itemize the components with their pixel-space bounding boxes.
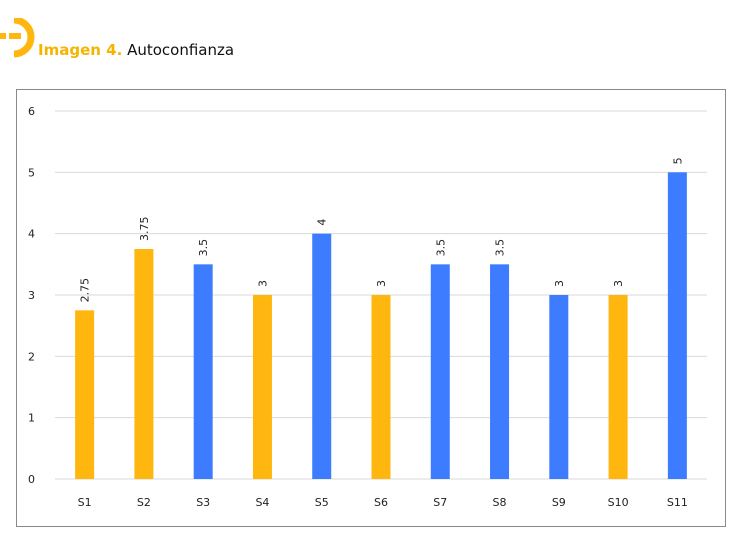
data-label: 3.5 [197, 239, 210, 256]
data-label: 3.5 [434, 239, 447, 256]
data-label: 3 [256, 280, 269, 287]
data-label: 2.75 [79, 278, 92, 303]
figure-header: Imagen 4. Autoconfianza [0, 18, 744, 59]
y-tick-label: 1 [28, 412, 35, 425]
y-tick-label: 0 [28, 473, 35, 486]
data-label: 3 [375, 280, 388, 287]
data-label: 3.5 [494, 239, 507, 256]
bar-s5 [312, 233, 332, 479]
yellow-semicircle-logo-icon [0, 18, 35, 58]
bar-s6 [371, 295, 391, 479]
y-tick-label: 5 [28, 166, 35, 179]
bar-s3 [193, 264, 213, 479]
bars [75, 172, 687, 479]
y-axis-ticks: 0 1 2 3 4 5 6 [28, 105, 35, 486]
x-tick-label: S10 [608, 496, 629, 509]
x-tick-label: S11 [667, 496, 688, 509]
y-tick-label: 2 [28, 350, 35, 363]
x-tick-label: S4 [255, 496, 269, 509]
data-label: 4 [316, 219, 329, 226]
x-tick-label: S6 [374, 496, 388, 509]
bar-s10 [608, 295, 628, 479]
data-label: 3.75 [138, 217, 151, 242]
y-tick-label: 6 [28, 105, 35, 118]
x-tick-label: S9 [552, 496, 566, 509]
figure-caption: Imagen 4. Autoconfianza [38, 41, 234, 59]
bar-s7 [430, 264, 450, 479]
x-axis-ticks: S1 S2 S3 S4 S5 S6 S7 S8 S9 S10 S11 [78, 496, 688, 509]
bar-s1 [75, 310, 95, 479]
data-label: 5 [671, 157, 684, 164]
y-tick-label: 4 [28, 228, 35, 241]
x-tick-label: S8 [493, 496, 507, 509]
x-tick-label: S2 [137, 496, 151, 509]
x-tick-label: S5 [315, 496, 329, 509]
data-label: 3 [612, 280, 625, 287]
bar-s9 [549, 295, 569, 479]
bar-chart: 0 1 2 3 4 5 6 2.75 3.75 3.5 3 4 3 3.5 3.5 3 3 5 S1 S2 S3 S4… [28, 105, 707, 509]
y-tick-label: 3 [28, 289, 35, 302]
chart-frame: 0 1 2 3 4 5 6 2.75 3.75 3.5 3 4 3 3.5 3.5 3 3 5 S1 S2 S3 S4… [16, 89, 726, 527]
bar-s4 [252, 295, 272, 479]
data-label: 3 [553, 280, 566, 287]
value-labels: 2.75 3.75 3.5 3 4 3 3.5 3.5 3 3 5 [79, 157, 685, 302]
bar-s11 [667, 172, 687, 479]
bar-s8 [490, 264, 510, 479]
caption-label: Imagen 4. [38, 41, 123, 59]
x-tick-label: S7 [433, 496, 447, 509]
x-tick-label: S1 [78, 496, 92, 509]
caption-title: Autoconfianza [127, 41, 235, 59]
x-tick-label: S3 [196, 496, 210, 509]
bar-s2 [134, 249, 154, 479]
